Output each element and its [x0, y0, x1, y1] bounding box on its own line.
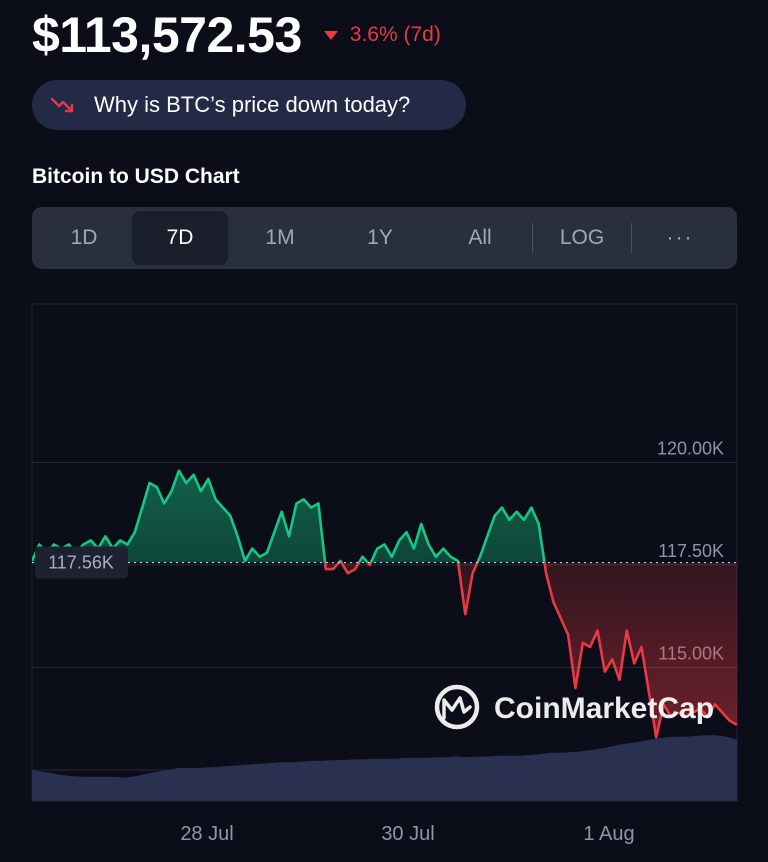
more-options-button[interactable]: ···	[666, 226, 694, 249]
tab-1m[interactable]: 1M	[265, 226, 295, 249]
price-change-value: 3.6% (7d)	[349, 23, 441, 46]
baseline-label: 117.56K	[48, 553, 114, 573]
trending-down-icon	[50, 97, 74, 113]
why-price-label: Why is BTC’s price down today?	[94, 92, 411, 117]
logo-mark	[442, 696, 472, 720]
price-header: $113,572.53 3.6% (7d)	[32, 6, 441, 64]
coinmarketcap-watermark: CoinMarketCap	[434, 684, 714, 730]
log-toggle[interactable]: LOG	[559, 226, 605, 249]
x-tick-label: 1 Aug	[583, 823, 634, 845]
area-below-baseline	[325, 562, 737, 738]
area-above-baseline	[32, 470, 737, 563]
price-line-down	[323, 562, 737, 739]
y-tick-label: 120.00K	[657, 439, 724, 459]
divider	[631, 223, 632, 253]
current-price: $113,572.53	[32, 7, 302, 63]
tab-1y[interactable]: 1Y	[367, 226, 393, 249]
x-tick-label: 30 Jul	[381, 823, 434, 845]
coinmarketcap-logo-icon	[434, 684, 480, 730]
triangle-down-icon	[323, 30, 338, 40]
chart-range-selector: 1D 7D 1M 1Y All LOG ···	[32, 207, 737, 269]
tab-all[interactable]: All	[468, 226, 492, 249]
logo-ring	[434, 684, 480, 730]
tab-1d[interactable]: 1D	[70, 226, 98, 249]
tab-7d[interactable]: 7D	[132, 211, 228, 265]
price-chart[interactable]: 120.00K117.50K115.00K117.56KCoinMarketCa…	[0, 300, 768, 857]
price-chart-svg: 120.00K117.50K115.00K117.56KCoinMarketCa…	[31, 303, 738, 845]
x-tick-label: 28 Jul	[180, 823, 233, 845]
y-tick-label: 117.50K	[658, 541, 724, 561]
divider	[532, 223, 533, 253]
price-line-up	[32, 469, 546, 563]
watermark-text: CoinMarketCap	[494, 692, 714, 725]
baseline-label-bg	[35, 546, 128, 579]
chart-title: Bitcoin to USD Chart	[32, 165, 240, 188]
volume-area	[32, 735, 737, 801]
price-change: 3.6% (7d)	[323, 23, 441, 47]
why-price-down-button[interactable]: Why is BTC’s price down today?	[32, 80, 466, 130]
